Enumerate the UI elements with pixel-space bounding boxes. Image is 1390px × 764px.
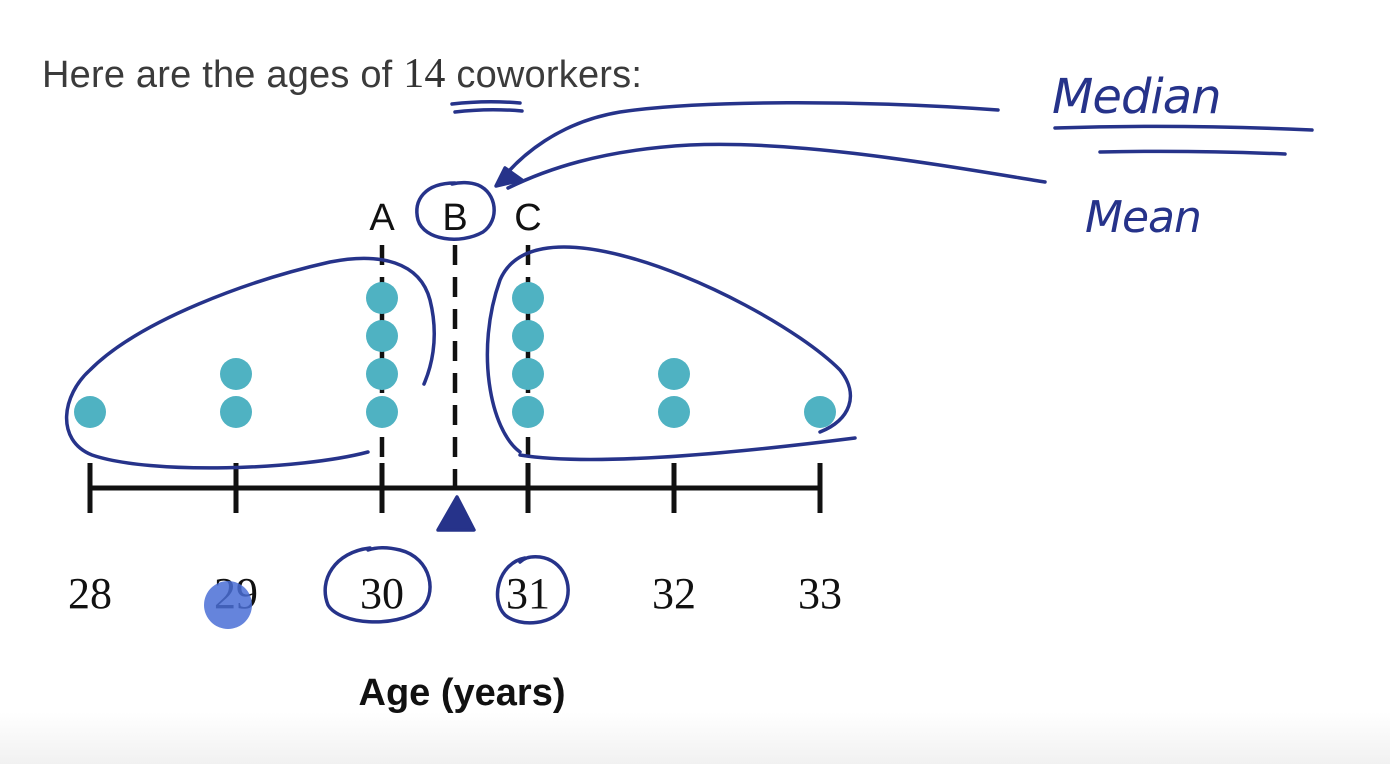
dot-30-2: [366, 358, 398, 390]
video-bottom-bar: [0, 712, 1390, 764]
data-dots: [74, 282, 836, 428]
ink-arrow-median: [496, 101, 1000, 186]
dot-31-2: [512, 358, 544, 390]
ink-circle-30: [323, 546, 432, 624]
ink-underline-14: [450, 99, 524, 114]
dot-31-3: [512, 320, 544, 352]
tick-label-30: 30: [360, 569, 404, 618]
tick-label-28: 28: [68, 569, 112, 618]
dot-30-1: [366, 396, 398, 428]
cursor-marker: [204, 581, 252, 629]
prompt-text-before: Here are the ages of: [42, 54, 393, 96]
dot-30-4: [366, 282, 398, 314]
reference-label-b: B: [442, 197, 467, 239]
reference-lines: [379, 245, 531, 486]
ink-median-underline: [1053, 124, 1314, 132]
dot-30-3: [366, 320, 398, 352]
prompt-number: 14: [403, 51, 446, 97]
tick-label-33: 33: [798, 569, 842, 618]
ink-arrow-mean: [506, 142, 1047, 190]
reference-label-c: C: [514, 197, 541, 239]
tick-label-32: 32: [652, 569, 696, 618]
ink-arrowhead: [494, 166, 524, 188]
tick-label-31: 31: [506, 569, 550, 618]
dot-33-1: [804, 396, 836, 428]
ink-left-cluster-loop: [64, 256, 436, 470]
annotation-mean: Mean: [1085, 192, 1201, 243]
dot-32-1: [658, 396, 690, 428]
ink-median-underline-2: [1098, 149, 1287, 156]
question-prompt: Here are the ages of 14 coworkers:: [42, 50, 642, 98]
dot-31-1: [512, 396, 544, 428]
dot-31-4: [512, 282, 544, 314]
ink-right-cluster-loop: [485, 245, 857, 462]
tick-labels: 282930313233: [68, 569, 842, 618]
dot-28-1: [74, 396, 106, 428]
number-line: [87, 463, 823, 513]
dot-32-2: [658, 358, 690, 390]
x-axis-label: Age (years): [359, 672, 566, 714]
reference-label-a: A: [369, 197, 395, 239]
ink-circle-31: [495, 555, 570, 625]
dot-29-2: [220, 358, 252, 390]
ink-fulcrum: [436, 495, 476, 532]
ink-annotations: [64, 101, 1314, 625]
dot-29-1: [220, 396, 252, 428]
reference-labels: A B C: [369, 197, 541, 239]
ink-circle-b: [415, 180, 496, 241]
annotation-median: Median: [1052, 69, 1221, 125]
prompt-text-after: coworkers:: [456, 54, 643, 96]
